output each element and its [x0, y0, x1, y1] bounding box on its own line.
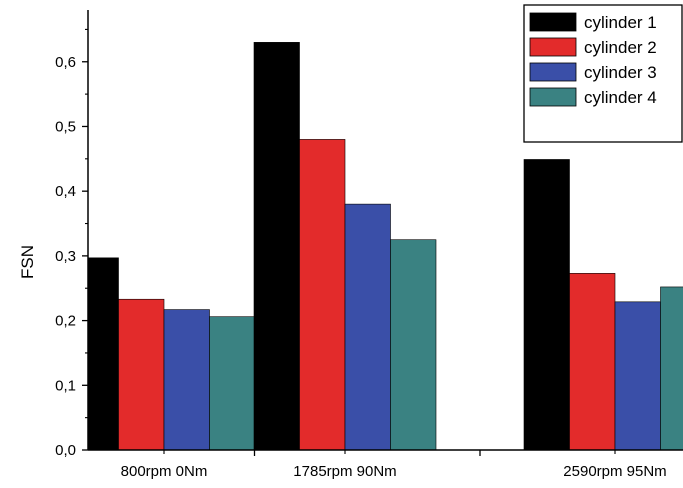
y-tick-label: 0,3 — [55, 248, 76, 265]
legend-label: cylinder 4 — [584, 88, 657, 107]
legend-swatch — [529, 37, 577, 57]
y-tick-label: 0,6 — [55, 54, 76, 71]
bar-1785rpm-90nm-series-4 — [390, 239, 437, 451]
y-tick-label: 0,2 — [55, 313, 76, 330]
y-tick-label: 0,5 — [55, 118, 76, 135]
y-axis-title: FSN — [18, 245, 37, 279]
axes-layer: 0,0 0,1 0,2 0,3 0,4 0,5 0,6 800rpm 0Nm 1785rpm 9… — [55, 10, 683, 480]
y-tick-label: 0,1 — [55, 377, 76, 394]
bar-1785rpm-90nm-series-2 — [299, 139, 346, 451]
bar-2590rpm-95nm-series-1 — [523, 159, 570, 451]
bar-2590rpm-95nm-series-3 — [614, 301, 661, 451]
bar-800rpm-0nm-series-3 — [163, 309, 210, 451]
legend-swatch — [529, 87, 577, 107]
bar-2590rpm-95nm-series-4 — [660, 286, 683, 451]
x-category-label: 800rpm 0Nm — [121, 463, 208, 480]
left-margin-mask — [0, 0, 88, 488]
x-category-label: 1785rpm 90Nm — [293, 463, 396, 480]
bar-1785rpm-90nm-series-3 — [344, 203, 391, 451]
bar-800rpm-0nm-series-2 — [118, 298, 165, 451]
legend-swatch — [529, 62, 577, 82]
legend-swatch — [529, 12, 577, 32]
bar-800rpm-0nm-series-4 — [209, 316, 256, 451]
bar-2590rpm-95nm-series-2 — [569, 273, 616, 451]
legend: cylinder 1 cylinder 2 cylinder 3 cylinder 4 — [523, 4, 683, 143]
y-tick-label: 0,4 — [55, 183, 76, 200]
bottom-margin-mask — [0, 451, 683, 488]
bar-1785rpm-90nm-series-1 — [253, 42, 300, 451]
legend-label: cylinder 1 — [584, 13, 657, 32]
legend-label: cylinder 3 — [584, 63, 657, 82]
y-tick-label: 0,0 — [55, 442, 76, 459]
legend-label: cylinder 2 — [584, 38, 657, 57]
x-category-label: 2590rpm 95Nm — [563, 463, 666, 480]
